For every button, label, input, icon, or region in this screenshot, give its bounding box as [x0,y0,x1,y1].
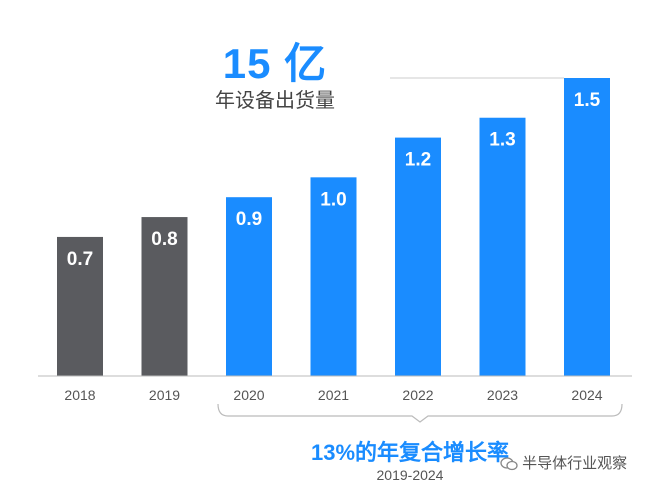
bar-value-label: 1.0 [320,189,346,210]
bar-value-label: 0.8 [151,229,177,250]
bar-value-label: 0.9 [236,209,262,230]
bar-value-label: 1.2 [405,150,431,171]
bar-value-label: 1.5 [574,90,601,111]
bar-2019 [141,217,188,376]
bar-2024 [564,78,610,376]
bar-2020 [226,197,272,376]
x-tick-label: 2018 [64,387,95,403]
bar-group: 0.7 0.8 0.9 1.0 1.2 1.3 1.5 [57,78,610,376]
x-axis: 2018 2019 2020 2021 2022 2023 2024 [38,375,632,403]
bar-2021 [310,177,357,376]
headline-value: 15 亿 [222,40,328,87]
headline-subtitle: 年设备出货量 [215,90,335,112]
bar-value-label: 0.7 [67,249,93,270]
headline-block: 15 亿 年设备出货量 [200,40,350,114]
cagr-block: 13%的年复合增长率 2019-2024 [290,440,530,484]
x-tick-label: 2024 [571,387,602,403]
chart-decorations [217,77,623,423]
cagr-bracket [217,403,623,423]
x-tick-label: 2023 [487,387,518,403]
wechat-icon [500,457,518,471]
cagr-range: 2019-2024 [376,467,444,483]
bar-2023 [479,117,526,376]
watermark-text: 半导体行业观察 [522,455,628,472]
watermark: 半导体行业观察 [500,452,627,473]
cagr-rate: 13%的年复合增长率 [310,440,510,465]
x-tick-label: 2020 [233,387,264,403]
x-tick-label: 2019 [149,387,180,403]
bar-2022 [395,137,441,376]
bar-2018 [57,236,103,376]
bar-value-label: 1.3 [489,130,515,151]
x-tick-label: 2022 [402,387,433,403]
x-tick-label: 2021 [318,387,349,403]
